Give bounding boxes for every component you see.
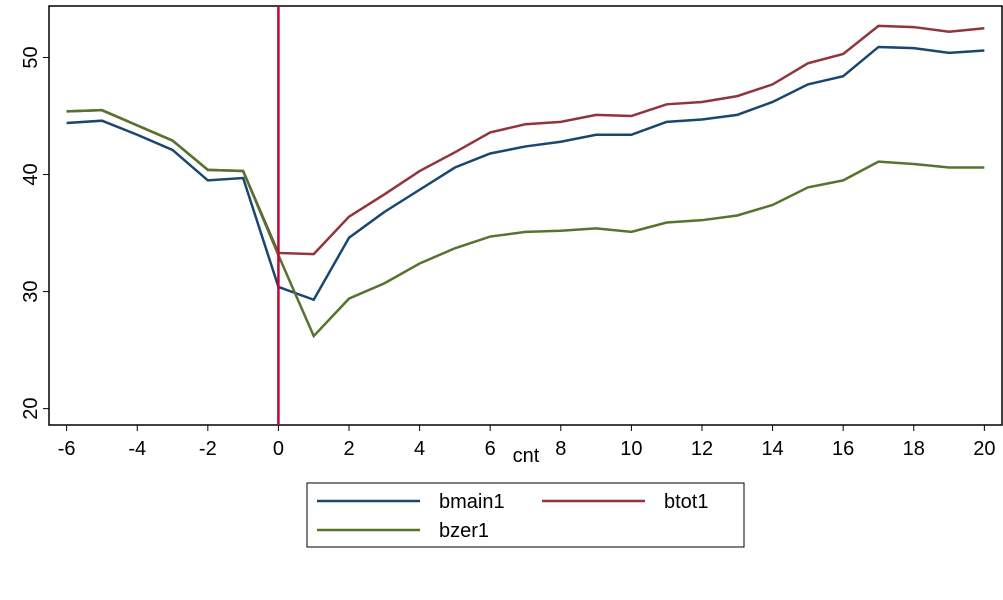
x-tick-label: 6: [485, 438, 496, 460]
y-tick-label: 50: [20, 46, 42, 68]
x-tick-label: 4: [414, 438, 425, 460]
x-tick-label: 8: [555, 438, 566, 460]
x-tick-label: -6: [58, 438, 76, 460]
legend-label: bzer1: [439, 520, 489, 542]
x-tick-label: 10: [620, 438, 642, 460]
x-tick-label: 18: [903, 438, 925, 460]
y-tick-label: 20: [20, 397, 42, 419]
x-tick-label: 2: [343, 438, 354, 460]
legend-label: btot1: [664, 491, 708, 513]
x-tick-label: 12: [691, 438, 713, 460]
legend-label: bmain1: [439, 491, 505, 513]
series-line: [66, 45, 985, 302]
plot-frame: [48, 5, 1003, 426]
x-tick-label: 14: [761, 438, 783, 460]
x-axis-label: cnt: [513, 445, 540, 467]
y-tick-label: 30: [20, 280, 42, 302]
legend-box: [306, 482, 745, 548]
x-tick-label: 16: [832, 438, 854, 460]
series-line: [66, 108, 985, 339]
x-tick-label: -2: [199, 438, 217, 460]
x-tick-label: -4: [128, 438, 146, 460]
y-tick-label: 40: [20, 163, 42, 185]
x-tick-label: 0: [273, 438, 284, 460]
x-tick-label: 20: [973, 438, 995, 460]
